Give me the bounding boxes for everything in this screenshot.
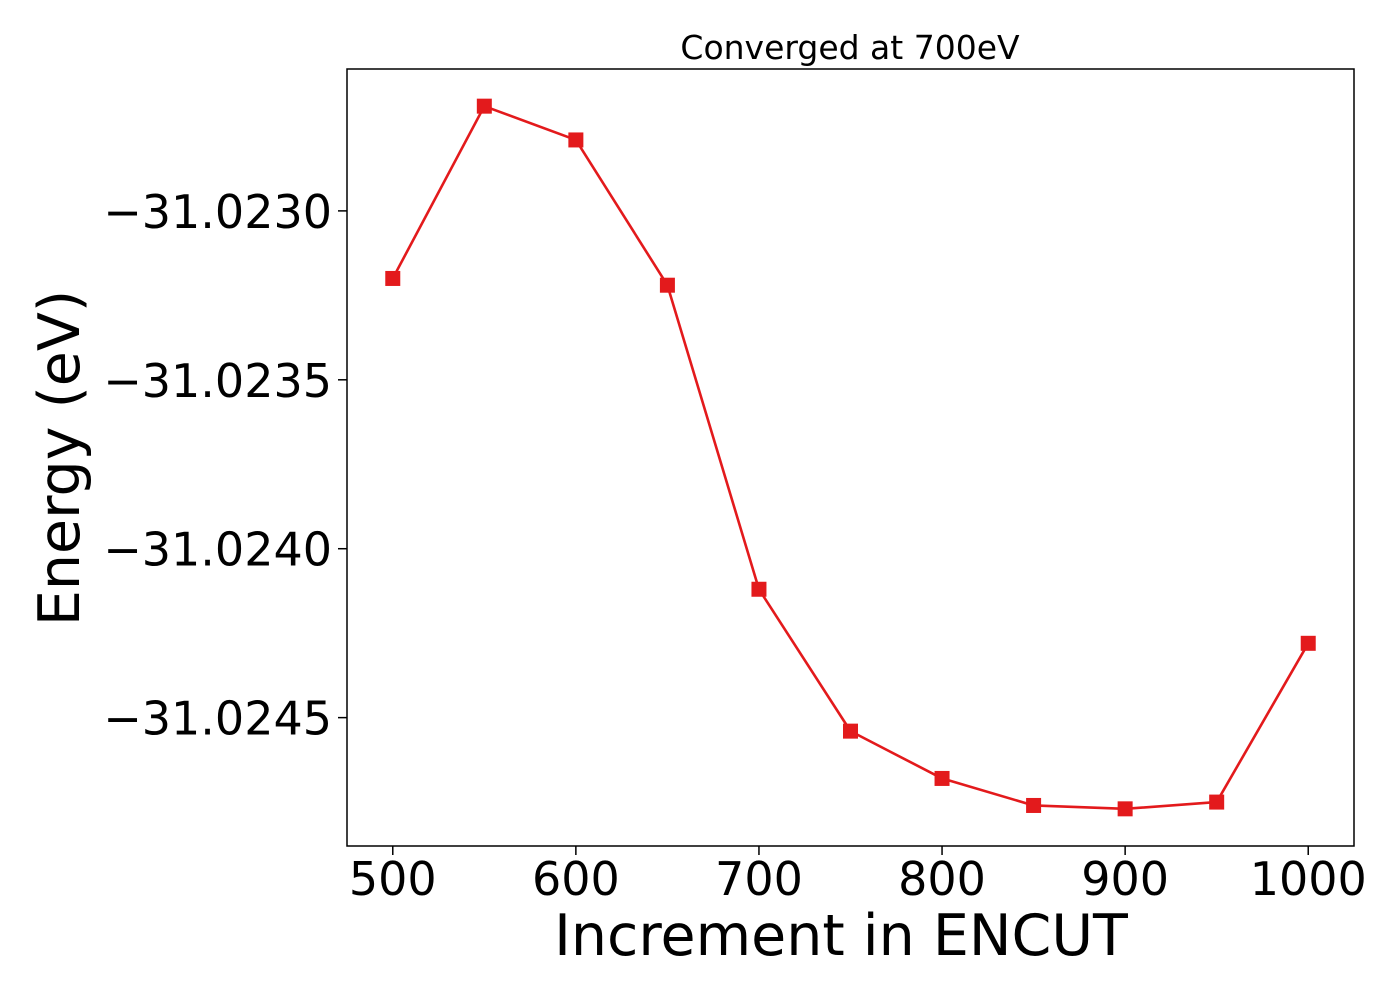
y-axis: −31.0230 −31.0235 −31.0240 −31.0245 bbox=[103, 185, 347, 746]
series-line bbox=[391, 104, 1310, 811]
x-tick-label: 500 bbox=[349, 852, 437, 906]
y-tick-label: −31.0245 bbox=[103, 692, 332, 746]
x-tick-label: 800 bbox=[898, 852, 986, 906]
data-point-marker bbox=[1209, 794, 1225, 810]
data-point-marker bbox=[751, 581, 767, 597]
data-point-marker bbox=[1117, 801, 1133, 817]
y-tick-label: −31.0230 bbox=[103, 185, 332, 239]
data-point-marker bbox=[568, 132, 584, 148]
data-point-marker bbox=[934, 770, 950, 786]
x-tick-label: 700 bbox=[715, 852, 803, 906]
x-axis-label: Increment in ENCUT bbox=[554, 903, 1128, 969]
data-point-marker bbox=[1300, 635, 1316, 651]
x-tick-label: 600 bbox=[532, 852, 620, 906]
y-axis-label: Energy (eV) bbox=[27, 290, 93, 626]
data-point-marker bbox=[843, 723, 858, 739]
data-point-marker bbox=[476, 98, 492, 114]
y-tick-label: −31.0240 bbox=[103, 523, 332, 577]
series-layer bbox=[385, 98, 1316, 817]
plot-area-frame bbox=[346, 68, 1355, 847]
x-tick-label: 900 bbox=[1081, 852, 1169, 906]
x-tick-label: 1000 bbox=[1250, 852, 1367, 906]
y-tick-label: −31.0235 bbox=[103, 354, 332, 408]
data-point-marker bbox=[385, 270, 401, 286]
x-axis: 500 600 700 800 900 1000 bbox=[349, 846, 1367, 906]
data-point-marker bbox=[659, 277, 675, 293]
data-point-marker bbox=[1026, 797, 1042, 813]
chart-title: Converged at 700eV bbox=[680, 28, 1020, 67]
